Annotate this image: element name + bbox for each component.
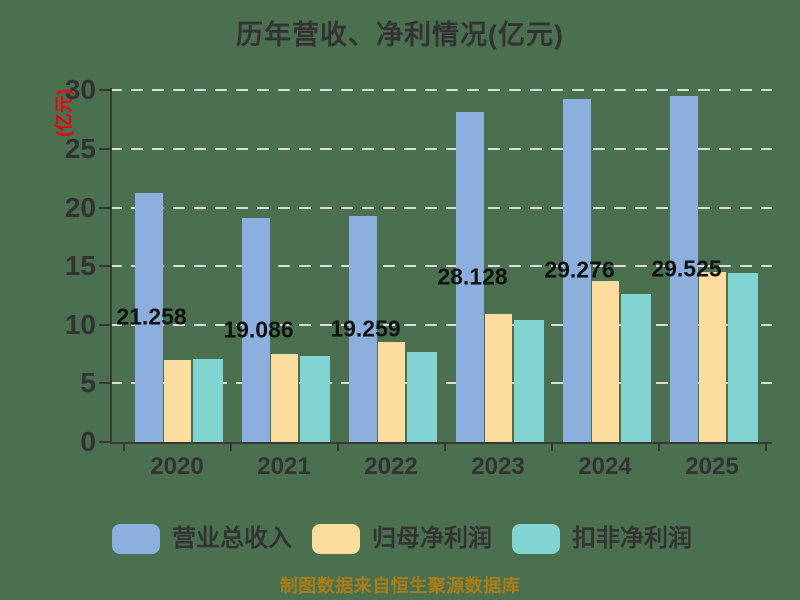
x-tick-label-2021: 2021 xyxy=(257,453,311,480)
bar-营业总收入-2020 xyxy=(134,192,163,442)
gridline-15 xyxy=(110,265,772,268)
y-tick-label-5: 5 xyxy=(80,367,96,399)
bar-归母净利润-2020 xyxy=(163,359,191,442)
bar-归母净利润-2021 xyxy=(270,354,298,442)
x-axis-line xyxy=(110,442,772,444)
x-tick-label-2025: 2025 xyxy=(685,453,739,480)
bar-value-label-2024: 29.276 xyxy=(544,256,615,283)
y-tick-10 xyxy=(99,323,110,326)
legend-label-net-profit: 归母净利润 xyxy=(372,525,492,552)
deducted-profit-swatch-icon xyxy=(512,524,560,554)
legend-label-deducted-profit: 扣非净利润 xyxy=(572,525,692,552)
bar-value-label-2025: 29.525 xyxy=(651,255,722,282)
x-tick-2 xyxy=(336,442,339,451)
y-axis-line xyxy=(110,88,112,444)
legend: 营业总收入 归母净利润 扣非净利润 xyxy=(0,524,800,556)
bar-扣非净利润-2021 xyxy=(299,356,330,442)
legend-label-revenue: 营业总收入 xyxy=(172,525,292,552)
y-tick-label-30: 30 xyxy=(64,74,96,106)
y-tick-label-0: 0 xyxy=(80,426,96,457)
bar-归母净利润-2022 xyxy=(377,342,405,442)
bar-营业总收入-2023 xyxy=(455,112,484,442)
bar-value-label-2022: 19.259 xyxy=(330,315,401,342)
bar-营业总收入-2025 xyxy=(669,95,698,442)
y-tick-5 xyxy=(99,382,110,385)
x-tick-label-2020: 2020 xyxy=(150,453,204,480)
bar-扣非净利润-2022 xyxy=(406,351,437,442)
x-tick-1 xyxy=(229,442,232,451)
net-profit-swatch-icon xyxy=(312,524,360,554)
y-tick-label-25: 25 xyxy=(64,133,96,164)
bar-归母净利润-2025 xyxy=(698,272,726,442)
x-tick-label-2024: 2024 xyxy=(578,453,632,480)
gridline-5 xyxy=(110,382,772,385)
bar-扣非净利润-2024 xyxy=(620,294,651,442)
x-tick-4 xyxy=(550,442,553,451)
y-tick-label-15: 15 xyxy=(64,250,96,282)
x-tick-5 xyxy=(657,442,660,451)
x-tick-label-2023: 2023 xyxy=(471,453,525,480)
data-source-note: 制图数据来自恒生聚源数据库 xyxy=(279,576,521,596)
bar-营业总收入-2024 xyxy=(562,98,591,442)
y-tick-30 xyxy=(99,89,110,92)
x-tick-0 xyxy=(122,442,125,451)
y-tick-label-20: 20 xyxy=(64,191,96,223)
x-tick-label-2022: 2022 xyxy=(364,453,418,480)
bar-value-label-2023: 28.128 xyxy=(437,263,508,290)
legend-item-deducted-profit[interactable]: 扣非净利润 xyxy=(512,524,692,554)
x-tick-6 xyxy=(764,442,767,451)
legend-item-revenue[interactable]: 营业总收入 xyxy=(112,524,292,554)
gridline-20 xyxy=(110,206,772,209)
y-tick-label-10: 10 xyxy=(64,308,96,340)
chart-title: 历年营收、净利情况(亿元) xyxy=(236,20,564,50)
bar-归母净利润-2024 xyxy=(591,281,619,442)
y-tick-25 xyxy=(99,148,110,150)
gridline-10 xyxy=(110,323,772,326)
bar-扣非净利润-2020 xyxy=(192,358,223,442)
legend-item-net-profit[interactable]: 归母净利润 xyxy=(312,524,492,554)
gridline-25 xyxy=(110,148,772,150)
bar-归母净利润-2023 xyxy=(484,314,512,442)
bar-扣非净利润-2023 xyxy=(513,320,544,442)
y-tick-0 xyxy=(99,441,110,443)
bar-value-label-2021: 19.086 xyxy=(223,316,294,343)
bar-营业总收入-2022 xyxy=(348,216,377,442)
bar-扣非净利润-2025 xyxy=(727,273,758,442)
y-tick-20 xyxy=(99,206,110,209)
revenue-swatch-icon xyxy=(112,524,160,554)
y-tick-15 xyxy=(99,265,110,268)
bar-营业总收入-2021 xyxy=(241,218,270,442)
gridline-30 xyxy=(110,89,772,92)
x-tick-3 xyxy=(443,442,446,451)
bar-value-label-2020: 21.258 xyxy=(116,303,187,330)
